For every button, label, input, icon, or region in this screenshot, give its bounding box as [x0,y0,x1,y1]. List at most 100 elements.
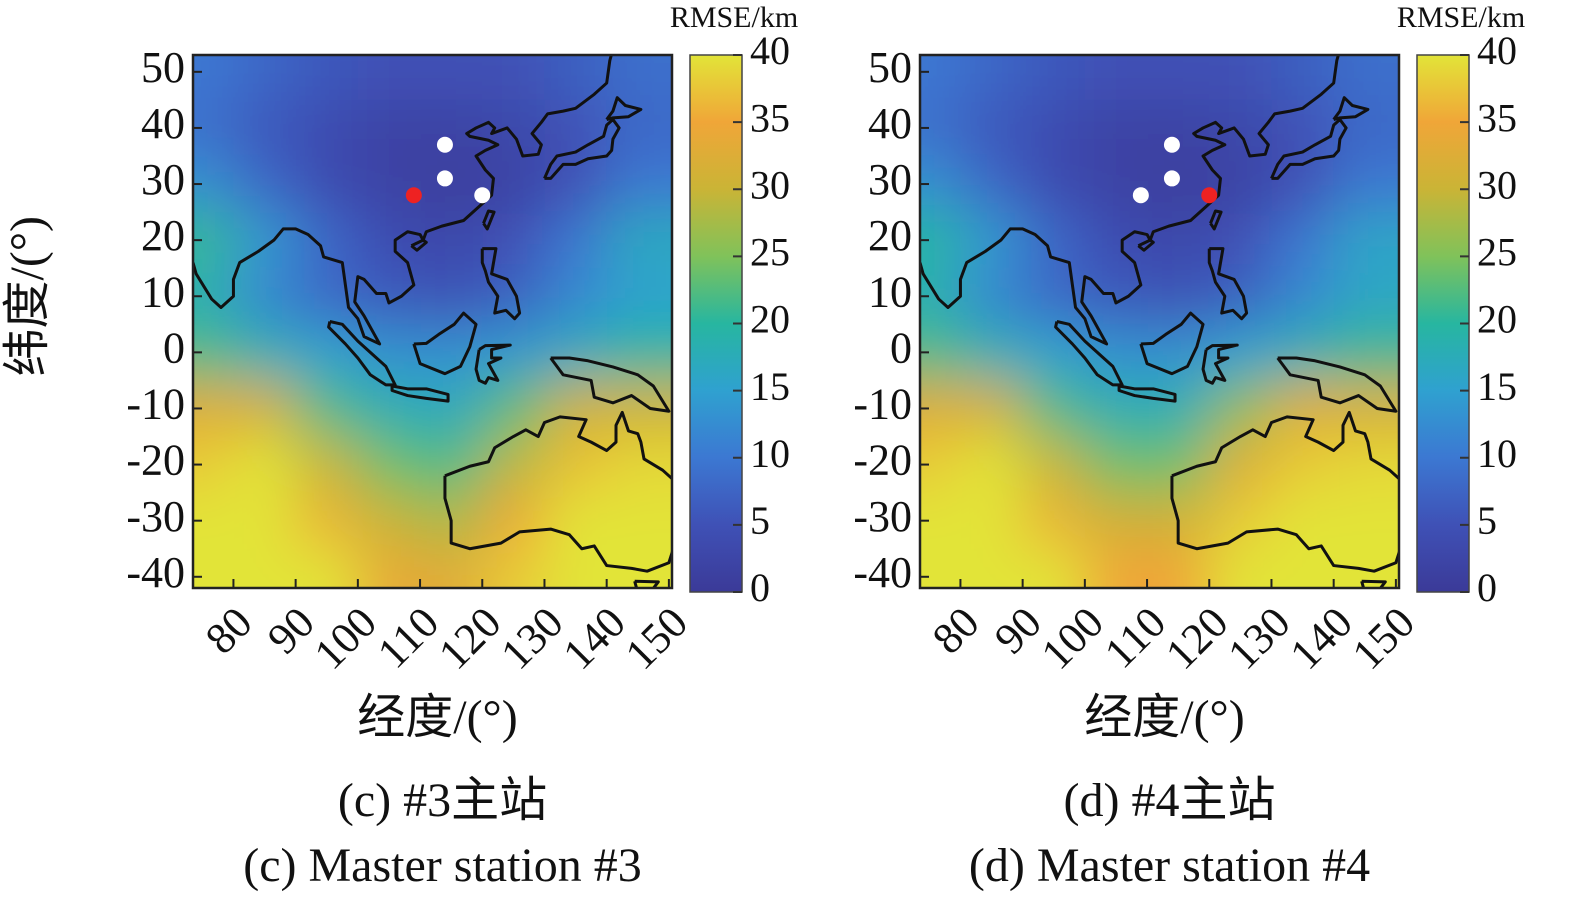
coastline [549,356,671,413]
colorbar-tick-label: 20 [750,297,790,342]
heat-cell [295,436,359,494]
y-tick-label: -40 [853,548,912,597]
coastline [633,579,660,588]
heat-cell [1333,212,1399,269]
station [436,170,453,187]
y-tick-label: -30 [126,492,185,541]
colorbar-tick-label: 35 [750,95,790,140]
heat-cell [420,212,483,269]
y-tick-label: 40 [141,99,185,148]
heat-cell [606,155,672,213]
y-tick-label: 0 [163,323,185,372]
heat-cell [1209,268,1272,325]
heat-cell [357,436,421,494]
colorbar-tick-label: 5 [1477,498,1497,543]
plot-area [920,55,1399,588]
heat-cell [544,324,608,381]
heat-cell [295,548,359,588]
heat-cell [1022,492,1086,550]
coastline [1139,311,1205,376]
heat-cell [960,99,1024,157]
heat-cell [295,212,359,269]
y-tick-label: -20 [126,436,185,485]
plot-frame [191,53,674,590]
heat-cell [357,212,421,269]
caption-cn: (d) #4主站 [1064,774,1276,827]
heat-cell [420,268,483,325]
coastline [410,238,428,252]
heat-cell [1333,155,1399,213]
coastline [443,410,672,573]
heat-cell [1022,212,1086,269]
heat-cell [606,268,672,325]
coastline [1360,579,1387,588]
colorbar-tick-label: 40 [1477,28,1517,73]
plot-area [193,55,672,588]
heat-cell [1084,492,1148,550]
heat-cell [606,324,672,381]
heat-cell [233,436,297,494]
coastline [412,311,478,376]
heat-cell [233,492,297,550]
coastline [327,320,397,387]
heat-cell [233,324,297,381]
heat-cell [960,380,1024,438]
heat-cell [1333,436,1399,494]
coastline [1117,384,1177,403]
heat-cell [960,155,1024,213]
y-tick-label: 50 [141,43,185,92]
heat-cell [295,99,359,157]
x-tick-label: 150 [616,598,697,679]
heat-cell [1333,268,1399,325]
heat-cell [482,436,545,494]
heat-cell [357,99,421,157]
x-axis-label: 经度/(°) [1084,691,1245,744]
heat-cell [544,548,608,588]
station [436,136,453,153]
heat-cell [1084,268,1148,325]
colorbar-tick-label: 40 [750,28,790,73]
coastline [605,96,643,121]
heat-cell [1084,548,1148,588]
colorbar-tick-label: 30 [750,162,790,207]
colorbar-tick-label: 0 [750,565,770,610]
heat-cell [1022,155,1086,213]
plot-frame [918,53,1401,590]
heat-cell [1084,55,1148,101]
coastline [482,209,496,231]
station [1132,187,1149,204]
heat-cell [233,55,297,101]
y-tick-label: 20 [868,211,912,260]
colorbar-tick-label: 25 [750,230,790,275]
colorbar-tick-label: 15 [1477,364,1517,409]
coastline [1207,247,1249,321]
heat-cell [233,155,297,213]
heat-cell [357,548,421,588]
y-tick-label: 0 [890,323,912,372]
heat-cell [233,548,297,588]
heat-cell [1022,55,1086,101]
heat-cell [1271,548,1335,588]
heat-cell [1147,268,1210,325]
heat-cell [1271,324,1335,381]
y-tick-label: -40 [126,548,185,597]
heat-cell [920,548,961,588]
heat-cell [1084,436,1148,494]
heat-cell [482,548,545,588]
heat-cell [357,155,421,213]
heat-cell [233,380,297,438]
heat-cell [1147,155,1210,213]
heat-cell [420,55,483,101]
x-tick-label: 80 [196,598,262,664]
y-tick-label: -20 [853,436,912,485]
heat-cell [295,268,359,325]
heat-cell [357,55,421,101]
coastline [1209,209,1223,231]
colorbar-tick-label: 20 [1477,297,1517,342]
heat-cell [1209,380,1272,438]
heat-cell [295,55,359,101]
heat-cell [1147,212,1210,269]
y-tick-label: -30 [853,492,912,541]
